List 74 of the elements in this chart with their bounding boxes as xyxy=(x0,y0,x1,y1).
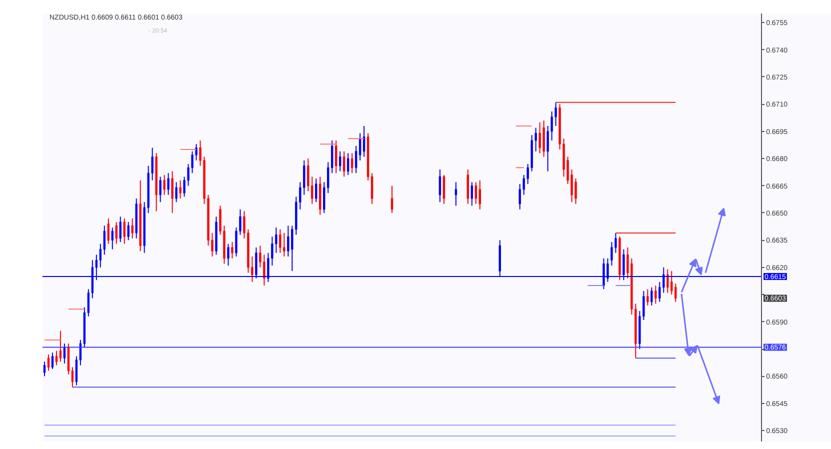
candlestick xyxy=(55,350,58,366)
candlestick xyxy=(259,245,262,268)
candlestick xyxy=(59,330,62,362)
candlestick xyxy=(331,140,334,174)
candlestick xyxy=(342,150,346,178)
candlestick xyxy=(163,174,166,196)
candlestick xyxy=(542,120,545,158)
candlestick xyxy=(390,185,394,214)
candlestick xyxy=(350,152,354,174)
candlestick xyxy=(75,356,78,386)
candlestick xyxy=(642,290,645,320)
candlestick xyxy=(279,228,282,254)
candlestick xyxy=(227,243,230,266)
candlestick xyxy=(159,176,162,203)
candlestick xyxy=(47,354,50,372)
candlestick xyxy=(614,232,617,254)
candlestick xyxy=(43,361,46,377)
candlestick xyxy=(199,140,202,166)
candlestick xyxy=(219,205,222,236)
candlestick xyxy=(171,170,174,214)
candlestick xyxy=(538,122,541,154)
candlestick xyxy=(442,174,446,204)
candlestick xyxy=(179,180,182,199)
candlestick xyxy=(51,352,54,370)
candlestick xyxy=(175,182,178,203)
candlestick xyxy=(338,150,342,172)
candlestick xyxy=(243,210,246,239)
candlestick xyxy=(526,164,529,184)
candlestick xyxy=(454,182,458,206)
candlestick xyxy=(263,254,266,286)
candlestick xyxy=(466,168,470,204)
candlestick xyxy=(327,162,330,194)
candlestick xyxy=(334,140,338,174)
candlestick xyxy=(574,178,577,204)
candlestick xyxy=(610,242,613,266)
candlestick xyxy=(123,218,126,244)
candlestick xyxy=(478,180,481,210)
candlestick xyxy=(99,243,102,268)
candlestick xyxy=(107,218,110,244)
candlestick xyxy=(151,147,154,181)
candlestick xyxy=(346,152,350,176)
candlestick xyxy=(658,281,661,302)
candlestick xyxy=(470,182,473,206)
candlestick xyxy=(111,227,114,250)
candlestick xyxy=(167,172,170,196)
candlestick xyxy=(666,268,669,294)
candlestick xyxy=(287,225,290,258)
candlestick xyxy=(534,127,537,152)
candlestick xyxy=(438,168,442,203)
candlestick xyxy=(271,236,274,266)
candlestick xyxy=(646,288,649,306)
candlestick xyxy=(358,132,362,161)
candlestick xyxy=(131,218,134,239)
candlestick xyxy=(87,288,90,317)
candlestick xyxy=(370,172,374,204)
candlestick xyxy=(474,182,477,204)
candlestick xyxy=(231,242,234,259)
candlestick xyxy=(119,216,122,243)
candlestick xyxy=(115,222,118,244)
candlestick xyxy=(103,225,106,256)
candlestick xyxy=(275,227,278,254)
candlestick xyxy=(650,286,653,306)
candlestick xyxy=(674,283,677,302)
candlestick xyxy=(195,144,198,161)
candlestick xyxy=(323,182,326,214)
candlestick xyxy=(191,150,194,174)
candlestick xyxy=(71,366,74,388)
candlestick xyxy=(354,145,358,174)
candlestick xyxy=(670,270,673,296)
candlestick xyxy=(283,232,286,258)
candlestick xyxy=(654,285,657,304)
candlestick xyxy=(315,178,318,203)
candlestick xyxy=(291,225,294,272)
candlestick xyxy=(127,222,130,241)
